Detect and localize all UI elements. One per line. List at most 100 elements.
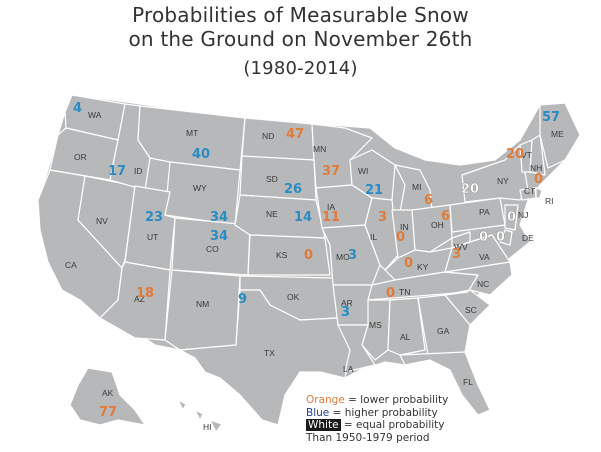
state-shapes [37,94,581,433]
value-MI: 6 [424,193,433,208]
label-AZ: AZ [134,294,145,304]
value-MD: 0 [479,230,488,245]
legend-footer: Than 1950-1979 period [306,431,430,444]
legend-orange-text: = lower probability [344,394,449,406]
legend-blue-text: = higher probability [329,406,438,419]
legend-blue: Blue = higher probability [306,407,448,420]
label-KS: KS [276,250,288,260]
label-OK: OK [287,292,300,302]
value-IL: 3 [378,210,387,225]
label-VA: VA [479,252,490,262]
label-LA: LA [343,364,354,374]
state-labels: WA OR CA NV ID MT WY UT AZ CO NM ND SD N… [65,110,564,432]
probability-values: 4 40 47 37 17 26 21 23 34 34 14 11 0 3 3… [73,101,560,420]
label-MI: MI [412,182,421,192]
value-WY: 34 [210,210,228,225]
label-RI: RI [545,196,554,206]
value-MN: 37 [322,164,340,179]
page-title-line-2: on the Ground on November 26th [128,27,473,51]
label-GA: GA [437,326,450,336]
label-IA: IA [327,202,335,212]
label-WI: WI [358,166,368,176]
value-KS: 0 [304,248,313,263]
state-NJ[interactable] [504,204,519,231]
label-KY: KY [417,262,429,272]
state-NC[interactable] [444,261,513,296]
value-IN: 0 [396,230,405,245]
value-CO: 34 [210,229,228,244]
value-TN: 0 [386,286,395,301]
state-DE[interactable] [499,229,513,246]
label-WY: WY [193,183,207,193]
state-WY[interactable] [164,161,241,226]
state-HI[interactable] [177,399,223,433]
legend-orange: Orange = lower probability [306,394,448,407]
state-TX[interactable] [179,289,351,426]
label-NY: NY [497,176,509,186]
state-AL[interactable] [387,297,426,356]
label-SD: SD [266,174,278,184]
legend-white-word: White [306,419,341,431]
state-OH[interactable] [411,204,453,253]
label-ID: ID [134,166,143,176]
value-ID: 17 [108,164,126,179]
value-NM: 9 [238,292,247,307]
label-OR: OR [74,152,87,162]
value-WI: 21 [365,183,383,198]
state-NH[interactable] [529,134,546,176]
value-NE: 14 [294,210,312,225]
legend-white: White = equal probability [306,419,448,432]
label-ME: ME [551,129,564,139]
state-AZ[interactable] [99,261,171,341]
label-MN: MN [313,144,326,154]
label-MO: MO [336,252,350,262]
value-ND: 47 [286,127,304,142]
value-NJ: 0 [507,210,516,225]
value-OH: 6 [441,209,450,224]
state-KS[interactable] [247,234,331,276]
value-ME: 57 [542,110,560,125]
value-PA: 20 [461,182,479,197]
label-NJ: NJ [518,210,528,220]
state-ME[interactable] [539,102,581,169]
label-CT: CT [524,186,535,196]
value-KY: 0 [404,256,413,271]
page-title: Probabilities of Measurable Snow [132,3,469,27]
label-FL: FL [463,377,473,387]
label-MT: MT [186,128,198,138]
label-MS: MS [369,320,382,330]
value-WV: 3 [452,247,461,262]
legend: Orange = lower probability Blue = higher… [306,394,448,444]
label-VT: VT [521,150,532,160]
label-NE: NE [266,209,278,219]
legend-orange-word: Orange [306,394,345,406]
label-NC: NC [477,279,489,289]
state-SD[interactable] [239,155,317,201]
state-RI[interactable] [535,187,543,199]
value-SD: 26 [284,182,302,197]
label-AK: AK [102,388,114,398]
label-TX: TX [264,348,275,358]
label-UT: UT [147,232,158,242]
value-AK: 77 [99,405,117,420]
value-MO: 3 [348,248,357,263]
label-SC: SC [465,305,477,315]
value-NH: 0 [534,172,543,187]
state-NM[interactable] [164,269,241,351]
value-UT: 23 [145,210,163,225]
state-AK[interactable] [69,367,146,426]
state-WV[interactable] [451,231,471,249]
label-AR: AR [341,298,353,308]
label-IN: IN [400,222,409,232]
label-NH: NH [530,163,542,173]
legend-blue-word: Blue [306,406,330,419]
value-NY: 20 [506,147,524,162]
legend-white-text: = equal probability [340,419,445,431]
label-HI: HI [203,422,212,432]
label-DE: DE [522,233,534,243]
page-subtitle: (1980-2014) [243,58,358,79]
label-WV: WV [454,242,468,252]
state-FL[interactable] [399,351,491,416]
value-IA: 11 [322,210,340,225]
